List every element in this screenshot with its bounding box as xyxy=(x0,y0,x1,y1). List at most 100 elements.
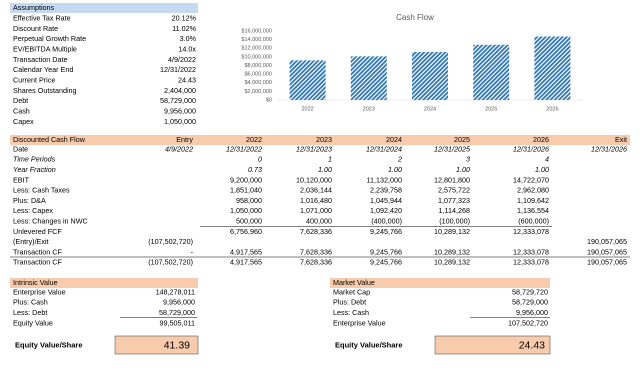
column-header: 2024 xyxy=(386,135,402,144)
table-cell: 12/31/2026 xyxy=(591,144,627,153)
row-value: 107,502,720 xyxy=(508,318,548,327)
borders xyxy=(10,226,630,318)
section-title: Intrinsic Value xyxy=(13,278,58,287)
per-share-label: Equity Value/Share xyxy=(335,340,403,349)
row-value: 58,729,720 xyxy=(512,287,548,296)
column-header: 2025 xyxy=(454,135,470,144)
row-label: Enterprise Value xyxy=(333,318,386,327)
table-cell: 1,114,268 xyxy=(439,206,470,215)
row-label: Market Cap xyxy=(333,287,370,296)
table-cell: 1,016,480 xyxy=(300,196,332,205)
column-header: Discounted Cash Flow xyxy=(13,135,86,144)
intrinsic-header-bg xyxy=(10,278,198,288)
row-label: Less: Cash xyxy=(333,308,369,317)
row-value: 24.43 xyxy=(178,76,196,85)
table-cell: 7,628,336 xyxy=(300,258,332,267)
table-cell: Unlevered FCF xyxy=(13,227,62,236)
row-label: Plus: Debt xyxy=(333,298,366,307)
row-value: 3.0% xyxy=(180,34,197,43)
table-cell: Less: Capex xyxy=(13,206,53,215)
row-label: Shares Outstanding xyxy=(13,86,77,95)
table-cell: 9,245,766 xyxy=(370,227,402,236)
chart-title: Cash Flow xyxy=(396,13,434,22)
dcf-header-bg xyxy=(10,135,630,145)
table-cell: (107,502,720) xyxy=(148,258,193,267)
table-cell: 12/31/2026 xyxy=(513,144,549,153)
x-tick-label: 2025 xyxy=(485,106,497,112)
column-header: Entry xyxy=(176,135,193,144)
table-cell: 11,132,000 xyxy=(367,175,402,184)
row-value: 2,404,000 xyxy=(164,86,196,95)
row-label: Discount Rate xyxy=(13,24,58,33)
table-cell: 12,333,078 xyxy=(513,247,549,256)
market-share-box xyxy=(434,335,551,355)
bar xyxy=(412,51,448,100)
row-label: EV/EBITDA Multiple xyxy=(13,44,77,53)
row-label: Calendar Year End xyxy=(13,65,73,74)
row-value: 9,956,000 xyxy=(164,107,196,116)
table-cell: 4/9/2022 xyxy=(165,144,193,153)
row-value: 9,956,000 xyxy=(163,298,195,307)
table-cell: 1,092,420 xyxy=(370,206,402,215)
row-value: 58,729,000 xyxy=(512,298,548,307)
table-cell: 10,289,132 xyxy=(434,227,470,236)
bar xyxy=(289,60,326,100)
column-header: Exit xyxy=(615,135,627,144)
x-tick-label: 2026 xyxy=(546,106,558,112)
table-cell: Less: Changes in NWC xyxy=(13,217,88,226)
table-cell: 1,136,554 xyxy=(517,206,549,215)
table-cell: 10,289,132 xyxy=(434,258,470,267)
table-cell: 12,333,078 xyxy=(513,227,549,236)
table-cell: Date xyxy=(13,144,28,153)
row-value: 148,278,011 xyxy=(156,287,195,296)
section-title: Assumptions xyxy=(13,3,55,12)
row-label: Plus: Cash xyxy=(13,298,48,307)
table-cell: 1,851,040 xyxy=(230,186,262,195)
y-tick-label: $10,000,000 xyxy=(241,54,272,60)
per-share-value: 24.43 xyxy=(519,339,545,351)
y-tick-label: $4,000,000 xyxy=(244,80,272,86)
column-header: 2023 xyxy=(316,135,332,144)
per-share-label: Equity Value/Share xyxy=(15,340,83,349)
row-value: 58,729,000 xyxy=(159,308,195,317)
table-cell: 500,000 xyxy=(236,217,262,226)
row-value: 12/31/2022 xyxy=(160,65,196,74)
table-cell: 2 xyxy=(397,155,402,164)
table-cell: Time Periods xyxy=(13,155,56,164)
row-value: 20.12% xyxy=(172,13,197,22)
table-cell: 9,245,766 xyxy=(370,247,402,256)
table-cell: 9,200,000 xyxy=(230,175,262,184)
table-cell: 3 xyxy=(466,155,470,164)
bar xyxy=(350,56,387,100)
row-label: Enterprise Value xyxy=(13,287,66,296)
table-cell: 6,756,960 xyxy=(230,227,262,236)
table-cell: 1,050,000 xyxy=(230,206,262,215)
x-tick-label: 2024 xyxy=(424,106,436,112)
table-cell: 10,120,000 xyxy=(296,175,332,184)
table-cell: (400,000) xyxy=(371,217,402,226)
table-cell: (600,000) xyxy=(518,217,549,226)
row-label: Perpetual Growth Rate xyxy=(13,34,86,43)
table-cell: 1.00 xyxy=(318,165,332,174)
row-label: Capex xyxy=(13,117,34,126)
bar xyxy=(473,44,510,100)
table-cell: 4,917,565 xyxy=(230,258,262,267)
per-share-value: 41.39 xyxy=(164,339,190,351)
table-cell: 958,000 xyxy=(236,196,262,205)
y-tick-label: $0 xyxy=(266,97,272,103)
table-cell: 1 xyxy=(328,155,332,164)
row-value: 14.0x xyxy=(178,44,196,53)
assumptions-header-bg xyxy=(10,3,198,13)
row-label: Transaction Date xyxy=(13,55,67,64)
table-cell: 1,045,944 xyxy=(370,196,402,205)
row-label: Equity Value xyxy=(13,318,53,327)
table-cell: 400,000 xyxy=(306,217,332,226)
y-tick-label: $12,000,000 xyxy=(241,46,272,52)
row-value: 9,956,000 xyxy=(516,308,548,317)
table-cell: (107,502,720) xyxy=(148,237,193,246)
table-cell: 2,036,144 xyxy=(300,186,332,195)
y-tick-label: $6,000,000 xyxy=(244,72,272,78)
table-cell: 190,057,065 xyxy=(587,237,627,246)
row-label: Cash xyxy=(13,107,30,116)
